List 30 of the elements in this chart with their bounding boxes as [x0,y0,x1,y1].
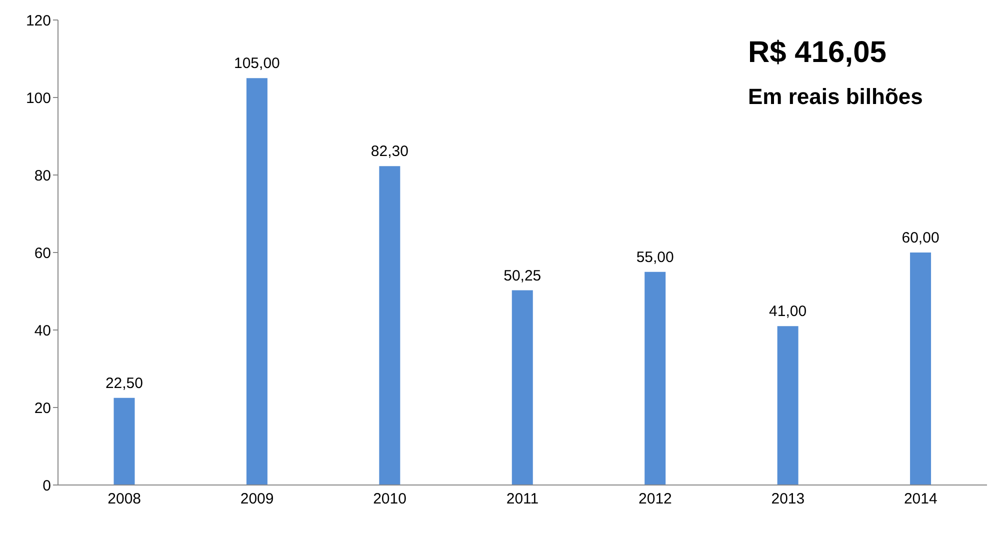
x-tick-label: 2012 [638,490,672,508]
bar [512,290,533,485]
bar [379,166,400,485]
y-tick-label: 60 [34,244,51,262]
x-tick-label: 2009 [240,490,274,508]
x-tick-label: 2010 [373,490,406,508]
data-label: 60,00 [902,230,940,246]
bar [910,252,932,485]
text: Em reais bilhões [748,84,923,110]
x-tick-label: 2014 [904,490,938,508]
text: R$ 416,05 [748,36,888,70]
data-label: 105,00 [234,55,280,72]
bar [246,78,268,485]
data-label: 82,30 [370,143,408,160]
y-tick-label: 100 [26,90,51,107]
y-tick-label: 120 [26,12,51,30]
y-tick-label: 40 [34,322,51,340]
data-label: 41,00 [769,303,807,320]
bar [114,398,135,485]
bar [644,272,666,485]
bar [777,326,798,485]
x-tick-label: 2011 [506,490,539,508]
data-label: 22,50 [105,374,144,392]
y-tick-label: 0 [42,477,51,494]
data-label: 50,25 [504,267,542,284]
y-tick-label: 20 [34,400,51,417]
x-tick-label: 2013 [771,490,805,508]
data-label: 55,00 [636,248,674,266]
x-tick-label: 2008 [108,490,142,508]
y-tick-label: 80 [34,167,51,184]
